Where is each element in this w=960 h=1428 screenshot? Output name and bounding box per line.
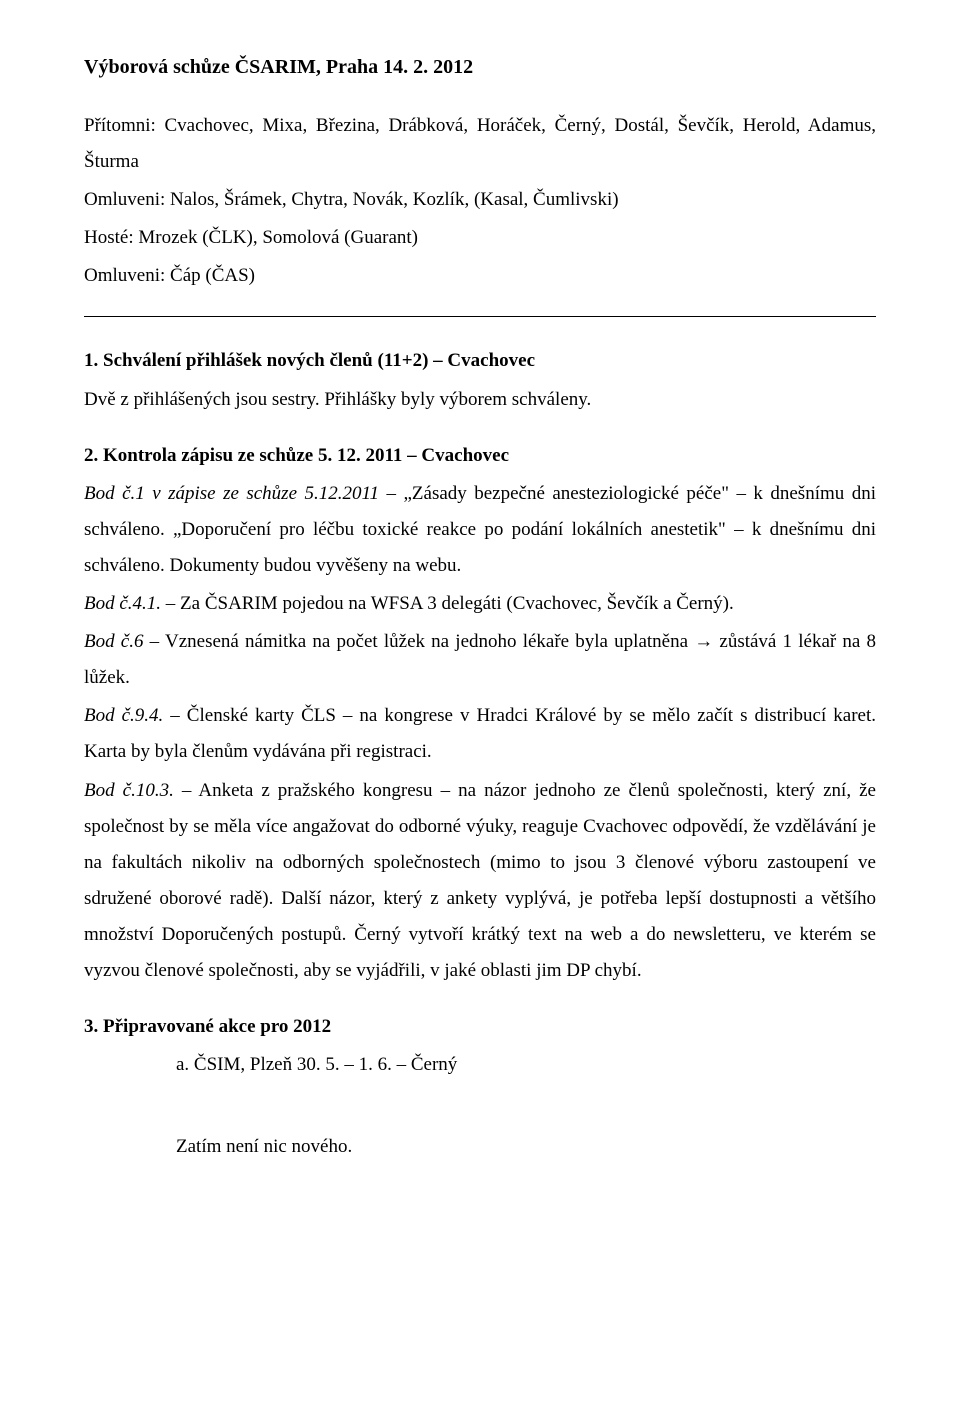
attend-hoste: Hosté: Mrozek (ČLK), Somolová (Guarant) xyxy=(84,220,876,256)
attend-omluveni: Omluveni: Nalos, Šrámek, Chytra, Novák, … xyxy=(84,182,876,218)
attend-pritomni: Přítomni: Cvachovec, Mixa, Březina, Dráb… xyxy=(84,108,876,180)
divider xyxy=(84,316,876,317)
section2-p2: Bod č.4.1. – Za ČSARIM pojedou na WFSA 3… xyxy=(84,586,876,622)
section2-heading: 2. Kontrola zápisu ze schůze 5. 12. 2011… xyxy=(84,438,876,474)
section3-bottom: Zatím není nic nového. xyxy=(176,1129,876,1165)
section3-item-a: a. ČSIM, Plzeň 30. 5. – 1. 6. – Černý xyxy=(176,1047,876,1083)
section2-p4-lead: Bod č.9.4. xyxy=(84,705,163,726)
section2-p4: Bod č.9.4. – Členské karty ČLS – na kong… xyxy=(84,698,876,770)
section2-p1: Bod č.1 v zápise ze schůze 5.12.2011 – „… xyxy=(84,476,876,584)
section2-p2-lead: Bod č.4.1. xyxy=(84,593,161,614)
section2-p1-lead: Bod č.1 v zápise ze schůze 5.12.2011 xyxy=(84,483,379,504)
section1-heading: 1. Schválení přihlášek nových členů (11+… xyxy=(84,343,876,379)
section2-p3-rest: – Vznesená námitka na počet lůžek na jed… xyxy=(84,631,876,688)
section2-p5-lead: Bod č.10.3. xyxy=(84,780,174,801)
section2-p5: Bod č.10.3. – Anketa z pražského kongres… xyxy=(84,773,876,990)
section1-body: Dvě z přihlášených jsou sestry. Přihlášk… xyxy=(84,382,876,418)
section2-p3-lead: Bod č.6 xyxy=(84,631,143,652)
attend-omluveni2: Omluveni: Čáp (ČAS) xyxy=(84,258,876,294)
page-title: Výborová schůze ČSARIM, Praha 14. 2. 201… xyxy=(84,48,876,86)
section2-p2-rest: – Za ČSARIM pojedou na WFSA 3 delegáti (… xyxy=(161,593,734,614)
section2-p3: Bod č.6 – Vznesená námitka na počet lůže… xyxy=(84,624,876,696)
section2-p4-rest: – Členské karty ČLS – na kongrese v Hrad… xyxy=(84,705,876,762)
section2-p5-rest: – Anketa z pražského kongresu – na názor… xyxy=(84,780,876,981)
section3-heading: 3. Připravované akce pro 2012 xyxy=(84,1009,876,1045)
